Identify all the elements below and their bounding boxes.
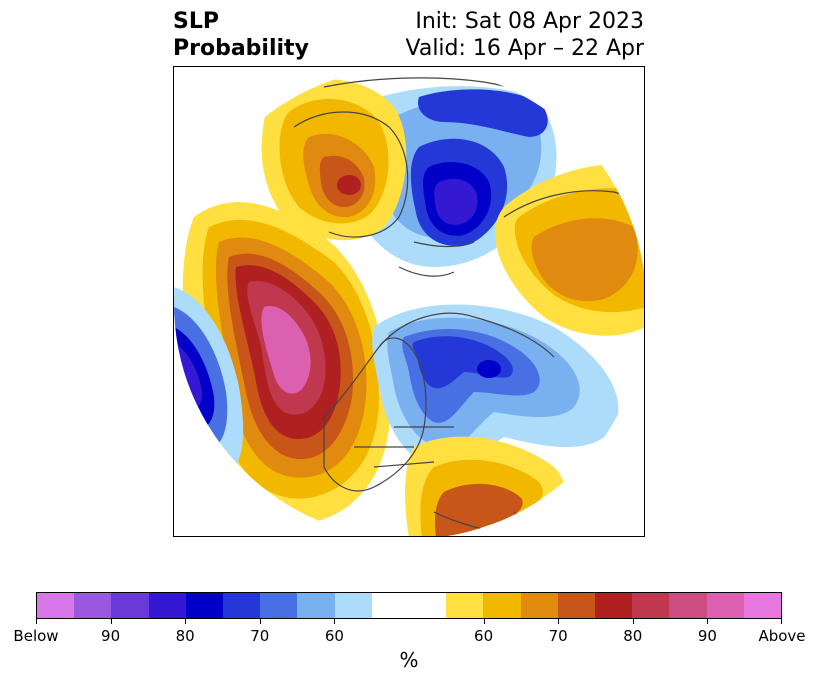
colorbar-segment	[557, 593, 596, 618]
colorbar-tick-label: 60	[474, 627, 494, 645]
colorbar-unit-label: %	[399, 648, 419, 672]
asia-high-anomaly	[495, 164, 644, 336]
colorbar-segment	[632, 593, 670, 618]
colorbar-tick-label: 80	[623, 627, 643, 645]
colorbar-segment	[483, 593, 521, 618]
colorbar-segment	[334, 593, 372, 618]
colorbar-segment	[185, 593, 224, 618]
title-right: Init: Sat 08 Apr 2023 Valid: 16 Apr – 22…	[406, 8, 645, 62]
colorbar-segment	[706, 593, 744, 618]
colorbar-tick	[111, 619, 112, 624]
colorbar-segment	[446, 593, 484, 618]
colorbar-segment	[297, 593, 335, 618]
colorbar-tick	[36, 619, 37, 624]
colorbar-segment	[595, 593, 633, 618]
colorbar-tick	[707, 619, 708, 624]
europe-high-anomaly	[261, 79, 407, 241]
colorbar-tick-label: 70	[250, 627, 270, 645]
colorbar-tick-label: 80	[175, 627, 195, 645]
colorbar-tick-label: 90	[697, 627, 717, 645]
title-left: SLP Probability	[173, 8, 309, 62]
colorbar-segment	[409, 593, 447, 618]
colorbar-segment	[743, 593, 782, 618]
pacific-high-anomaly	[182, 202, 391, 525]
north-america-low-anomaly	[372, 304, 619, 470]
colorbar-segment	[371, 593, 410, 618]
colorbar-tick	[260, 619, 261, 624]
valid-range: Valid: 16 Apr – 22 Apr	[405, 36, 645, 61]
colorbar-tick-label: Below	[13, 627, 59, 645]
colorbar-segment	[520, 593, 558, 618]
colorbar-tick-label: Above	[758, 627, 806, 645]
title-variable: SLP	[173, 9, 219, 34]
title-type: Probability	[173, 36, 309, 61]
map-panel	[173, 66, 645, 537]
colorbar-tick	[185, 619, 186, 624]
colorbar-segment	[260, 593, 298, 618]
colorbar-tick-label: 60	[324, 627, 344, 645]
colorbar-tick	[334, 619, 335, 624]
colorbar-tick	[781, 619, 782, 624]
colorbar-tick-label: 90	[101, 627, 121, 645]
colorbar-tick	[558, 619, 559, 624]
colorbar-tick	[633, 619, 634, 624]
colorbar-segment	[37, 593, 75, 618]
colorbar-tick	[484, 619, 485, 624]
colorbar	[36, 592, 782, 619]
colorbar-tick-label: 70	[548, 627, 568, 645]
probability-map	[174, 67, 644, 536]
colorbar-segment	[223, 593, 261, 618]
init-date: Init: Sat 08 Apr 2023	[415, 9, 644, 34]
colorbar-segment	[74, 593, 112, 618]
colorbar-segment	[148, 593, 186, 618]
colorbar-segment	[111, 593, 149, 618]
colorbar-segment	[669, 593, 707, 618]
